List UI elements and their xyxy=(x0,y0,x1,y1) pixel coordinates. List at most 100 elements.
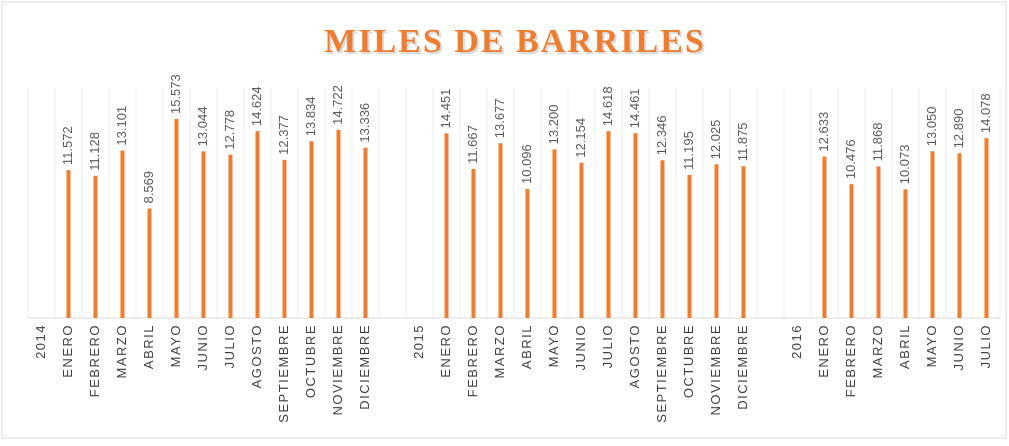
bar xyxy=(714,164,719,318)
bar xyxy=(174,119,179,319)
data-label: 13.200 xyxy=(546,105,561,145)
bar xyxy=(282,159,287,318)
x-tick-label: JULIO xyxy=(222,324,237,368)
bar xyxy=(849,184,854,318)
x-tick-label: FEBRERO xyxy=(87,324,102,397)
bar xyxy=(579,162,584,318)
bar xyxy=(822,156,827,318)
data-label: 14.722 xyxy=(330,85,345,125)
x-tick-label: AGOSTO xyxy=(249,324,264,388)
x-tick-label: SEPTIEMBRE xyxy=(276,324,291,423)
bar xyxy=(687,174,692,318)
x-tick-label: JUNIO xyxy=(951,324,966,371)
bar xyxy=(444,133,449,318)
x-tick-label: FEBRERO xyxy=(465,324,480,397)
bar xyxy=(201,151,206,318)
data-label: 10.073 xyxy=(897,145,912,185)
x-tick-label: MAYO xyxy=(924,324,939,367)
bar xyxy=(903,189,908,318)
data-label: 10.476 xyxy=(843,139,858,179)
bar xyxy=(309,141,314,318)
bar xyxy=(525,188,530,318)
bar xyxy=(552,149,557,318)
data-label: 12.346 xyxy=(654,115,669,155)
bar xyxy=(606,131,611,318)
x-tick-label: NOVIEMBRE xyxy=(708,324,723,416)
x-tick-label: MAYO xyxy=(546,324,561,367)
data-label: 13.677 xyxy=(492,98,507,138)
bar xyxy=(876,166,881,318)
data-label: 13.044 xyxy=(195,107,210,147)
x-tick-label: 2015 xyxy=(411,324,426,359)
bar xyxy=(984,138,989,318)
data-label: 13.050 xyxy=(924,106,939,146)
x-tick-label: MAYO xyxy=(168,324,183,367)
x-tick-label: JUNIO xyxy=(195,324,210,371)
bar xyxy=(498,143,503,318)
data-label: 12.633 xyxy=(816,112,831,152)
data-label: 11.195 xyxy=(681,131,696,170)
x-tick-label: JULIO xyxy=(978,324,993,368)
data-label: 15.573 xyxy=(168,74,183,114)
title-shadow: MILES DE BARRILES xyxy=(326,25,708,62)
data-label: 11.868 xyxy=(870,123,885,162)
bar xyxy=(741,166,746,318)
x-tick-label: AGOSTO xyxy=(627,324,642,388)
chart-title: MILES DE BARRILES xyxy=(324,23,706,60)
x-tick-label: MARZO xyxy=(870,324,885,378)
bar xyxy=(228,154,233,318)
x-tick-label: JULIO xyxy=(600,324,615,368)
x-tick-label: OCTUBRE xyxy=(681,324,696,398)
x-tick-label: MARZO xyxy=(492,324,507,378)
data-label: 14.624 xyxy=(249,86,264,126)
bar xyxy=(336,129,341,318)
data-label: 12.778 xyxy=(222,110,237,150)
data-label: 14.078 xyxy=(978,93,993,133)
x-tick-label: ABRIL xyxy=(141,324,156,369)
x-tick-label: ABRIL xyxy=(897,324,912,369)
x-tick-label: ABRIL xyxy=(519,324,534,369)
data-label: 13.834 xyxy=(303,96,318,136)
data-label: 14.451 xyxy=(438,89,453,129)
data-label: 12.025 xyxy=(708,120,723,160)
bar xyxy=(147,208,152,318)
x-tick-label: NOVIEMBRE xyxy=(330,324,345,416)
bar xyxy=(660,160,665,318)
x-tick-label: MARZO xyxy=(114,324,129,378)
data-label: 14.618 xyxy=(600,86,615,126)
x-tick-label: 2016 xyxy=(789,324,804,359)
chart-border xyxy=(1,1,1007,439)
data-label: 10.096 xyxy=(519,144,534,184)
data-label: 13.101 xyxy=(114,106,129,146)
data-label: 11.875 xyxy=(735,122,750,161)
x-tick-label: ENERO xyxy=(816,324,831,378)
x-tick-label: OCTUBRE xyxy=(303,324,318,398)
x-tick-label: SEPTIEMBRE xyxy=(654,324,669,423)
x-tick-label: DICIEMBRE xyxy=(735,324,750,410)
x-tick-label: FEBRERO xyxy=(843,324,858,397)
x-tick-label: ENERO xyxy=(60,324,75,378)
bar xyxy=(471,168,476,318)
data-label: 14.461 xyxy=(627,88,642,128)
bar xyxy=(66,170,71,318)
bar xyxy=(363,147,368,318)
bar xyxy=(120,150,125,318)
data-label: 11.128 xyxy=(87,132,102,171)
bar xyxy=(255,131,260,318)
x-tick-label: 2014 xyxy=(33,324,48,359)
bar xyxy=(633,133,638,318)
data-label: 11.572 xyxy=(60,126,75,165)
data-label: 12.154 xyxy=(573,118,588,158)
x-tick-label: DICIEMBRE xyxy=(357,324,372,410)
data-label: 13.336 xyxy=(357,103,372,143)
bar xyxy=(93,175,98,318)
data-label: 12.377 xyxy=(276,115,291,155)
data-label: 8.569 xyxy=(141,171,156,204)
data-label: 11.667 xyxy=(465,125,480,164)
bar xyxy=(930,151,935,318)
x-tick-label: JUNIO xyxy=(573,324,588,371)
data-label: 12.890 xyxy=(951,109,966,149)
x-tick-label: ENERO xyxy=(438,324,453,378)
bar xyxy=(957,153,962,318)
